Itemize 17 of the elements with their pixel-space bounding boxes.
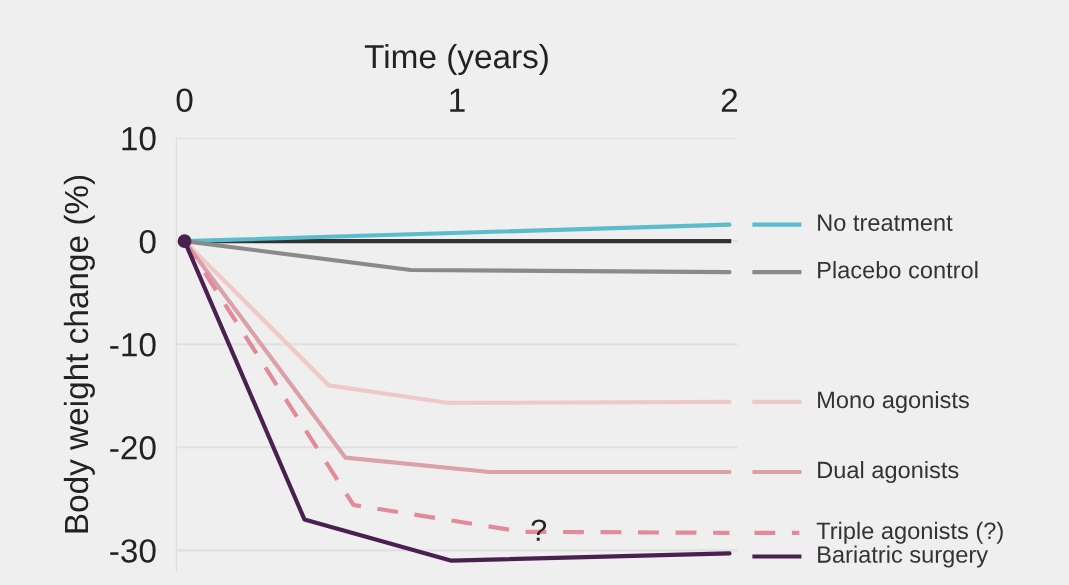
legend-label: Mono agonists [818, 390, 969, 413]
y-tick-label: 0 [139, 229, 156, 254]
x-tick-label: 2 [721, 88, 738, 112]
y-tick-label: -30 [110, 539, 156, 563]
y-tick-label: 10 [122, 126, 156, 151]
legend-label: No treatment [818, 214, 953, 231]
y-tick-label: -20 [110, 436, 156, 460]
x-axis-title: Time (years) [364, 43, 548, 76]
legend-label: Dual agonists [818, 461, 959, 484]
x-tick-label: 0 [176, 88, 193, 113]
y-axis-title: Body weight change (%) [63, 175, 95, 533]
legend-label: Bariatric surgery [818, 545, 989, 568]
legend-label: Placebo control [818, 261, 978, 279]
annotation: ? [531, 519, 547, 541]
y-tick-label: -10 [110, 333, 156, 357]
x-tick-label: 1 [450, 88, 465, 112]
legend-label: Triple agonists (?) [816, 521, 1003, 544]
